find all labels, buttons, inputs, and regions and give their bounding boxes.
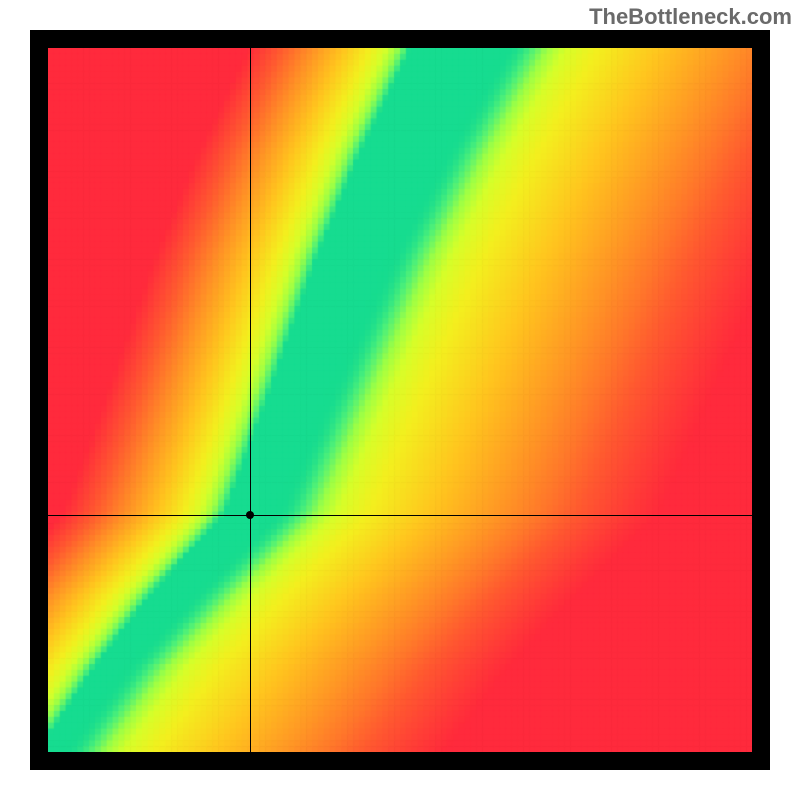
bottleneck-heatmap [48,48,752,752]
crosshair-dot [246,511,254,519]
crosshair-horizontal [48,515,752,516]
chart-frame [30,30,770,770]
crosshair-vertical [250,48,251,752]
watermark-text: TheBottleneck.com [589,4,792,30]
